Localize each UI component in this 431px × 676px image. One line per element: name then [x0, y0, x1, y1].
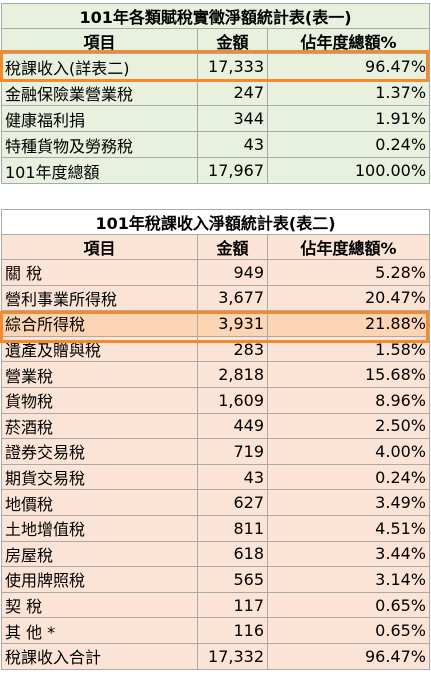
table2-row: 營利事業所得稅 3,677 20.47% [1, 284, 430, 312]
table1-header-item[interactable]: 項目 [1, 28, 198, 54]
table2-cell-amount[interactable]: 117 [197, 591, 268, 619]
table2-title[interactable]: 101年稅課收入淨額統計表(表二) [1, 209, 430, 235]
table2-cell-amount[interactable]: 43 [197, 463, 268, 491]
table2-cell-amount[interactable]: 627 [197, 489, 268, 516]
table2-cell-item[interactable]: 土地增值稅 [1, 514, 198, 542]
table1-cell-item[interactable]: 101年度總額 [1, 157, 198, 184]
table2-row: 契 稅 117 0.65% [1, 591, 430, 619]
table2-cell-amount[interactable]: 811 [197, 514, 268, 542]
table2-cell-item[interactable]: 貨物稅 [1, 386, 198, 414]
table1-title[interactable]: 101年各類賦稅實徵淨額統計表(表一) [0, 3, 431, 29]
table2-cell-amount[interactable]: 949 [197, 259, 268, 286]
table2-cell-amount[interactable]: 1,609 [197, 386, 268, 414]
table2-row: 土地增值稅 811 4.51% [1, 514, 430, 542]
table2-cell-item[interactable]: 菸酒稅 [1, 412, 198, 440]
table1-cell-item[interactable]: 金融保險業營業稅 [1, 79, 198, 106]
table1-cell-amount[interactable]: 247 [197, 79, 268, 106]
table2-cell-percent[interactable]: 3.44% [267, 540, 430, 568]
table1-row: 健康福利捐 344 1.91% [1, 105, 431, 132]
table2-row: 遺產及贈與稅 283 1.58% [1, 335, 430, 363]
table1-row: 101年度總額 17,967 100.00% [1, 157, 431, 184]
table2-cell-item[interactable]: 營利事業所得稅 [1, 284, 198, 312]
table2-cell-item[interactable]: 綜合所得稅 [1, 310, 198, 337]
table1-cell-item[interactable]: 健康福利捐 [1, 105, 198, 132]
table1-row: 稅課收入(詳表二) 17,333 96.47% [1, 53, 431, 80]
table1-cell-percent[interactable]: 1.91% [266, 105, 431, 132]
table2-cell-percent[interactable]: 4.51% [267, 514, 430, 542]
table2-cell-amount[interactable]: 618 [197, 540, 268, 568]
table2-cell-item[interactable]: 稅課收入合計 [1, 642, 198, 670]
table1-cell-percent[interactable]: 96.47% [266, 53, 431, 80]
table1-row: 金融保險業營業稅 247 1.37% [1, 79, 431, 106]
table2-cell-item[interactable]: 證券交易稅 [1, 438, 198, 465]
table2-row-total: 稅課收入合計 17,332 96.47% [1, 642, 430, 670]
table2-row: 使用牌照稅 565 3.14% [1, 566, 430, 593]
table2-cell-amount[interactable]: 3,931 [197, 310, 268, 337]
table2-cell-percent[interactable]: 8.96% [267, 386, 430, 414]
table2-row: 期貨交易稅 43 0.24% [1, 463, 430, 491]
table1-cell-amount[interactable]: 344 [197, 105, 268, 132]
table2-cell-amount[interactable]: 283 [197, 335, 268, 363]
table1-cell-percent[interactable]: 100.00% [266, 157, 431, 184]
table2-row: 菸酒稅 449 2.50% [1, 412, 430, 440]
table2-row: 關 稅 949 5.28% [1, 259, 430, 286]
table1-header-amount[interactable]: 金額 [197, 28, 268, 54]
table2-row: 其 他 * 116 0.65% [1, 617, 430, 644]
table2-row: 地價稅 627 3.49% [1, 489, 430, 516]
table2-cell-amount[interactable]: 449 [197, 412, 268, 440]
table2-cell-item[interactable]: 營業稅 [1, 361, 198, 388]
table2-cell-percent[interactable]: 0.24% [267, 463, 430, 491]
table1-cell-percent[interactable]: 1.37% [266, 79, 431, 106]
table2-cell-amount[interactable]: 719 [197, 438, 268, 465]
table2-cell-percent[interactable]: 2.50% [267, 412, 430, 440]
table2-cell-amount[interactable]: 17,332 [197, 642, 268, 670]
table2-row-highlighted: 綜合所得稅 3,931 21.88% [1, 310, 430, 337]
table2-row: 房屋稅 618 3.44% [1, 540, 430, 568]
table2-cell-amount[interactable]: 116 [197, 617, 268, 644]
tax-revenue-table-1: 101年各類賦稅實徵淨額統計表(表一) 項目 金額 佔年度總額% 稅課收入(詳表… [0, 3, 431, 184]
table2-cell-item[interactable]: 遺產及贈與稅 [1, 335, 198, 363]
table1-row: 特種貨物及勞務稅 43 0.24% [1, 131, 431, 158]
table2-cell-percent[interactable]: 15.68% [267, 361, 430, 388]
table1-header-percent[interactable]: 佔年度總額% [266, 28, 431, 54]
table2-cell-item[interactable]: 期貨交易稅 [1, 463, 198, 491]
table2-cell-percent[interactable]: 3.49% [267, 489, 430, 516]
table2-cell-percent[interactable]: 20.47% [267, 284, 430, 312]
table2-cell-item[interactable]: 關 稅 [1, 259, 198, 286]
table2-row: 證券交易稅 719 4.00% [1, 438, 430, 465]
table2-cell-item[interactable]: 地價稅 [1, 489, 198, 516]
table2-header-item[interactable]: 項目 [1, 234, 198, 260]
table2-cell-percent[interactable]: 3.14% [267, 566, 430, 593]
table2-cell-percent[interactable]: 96.47% [267, 642, 430, 670]
table1-cell-amount[interactable]: 43 [197, 131, 268, 158]
table2-cell-item[interactable]: 其 他 * [1, 617, 198, 644]
table2-header-amount[interactable]: 金額 [197, 234, 268, 260]
table2-cell-percent[interactable]: 4.00% [267, 438, 430, 465]
table2-cell-percent[interactable]: 0.65% [267, 591, 430, 619]
table2-row: 貨物稅 1,609 8.96% [1, 386, 430, 414]
table2-cell-item[interactable]: 契 稅 [1, 591, 198, 619]
table1-cell-item[interactable]: 特種貨物及勞務稅 [1, 131, 198, 158]
table1-cell-percent[interactable]: 0.24% [266, 131, 431, 158]
table1-cell-amount[interactable]: 17,333 [197, 53, 268, 80]
table2-cell-item[interactable]: 房屋稅 [1, 540, 198, 568]
table1-cell-amount[interactable]: 17,967 [197, 157, 268, 184]
table2-cell-percent[interactable]: 21.88% [267, 310, 430, 337]
table2-header-percent[interactable]: 佔年度總額% [267, 234, 430, 260]
table2-cell-amount[interactable]: 565 [197, 566, 268, 593]
table1-cell-item[interactable]: 稅課收入(詳表二) [1, 53, 198, 80]
table2-cell-item[interactable]: 使用牌照稅 [1, 566, 198, 593]
table2-cell-amount[interactable]: 3,677 [197, 284, 268, 312]
tax-revenue-table-2: 101年稅課收入淨額統計表(表二) 項目 金額 佔年度總額% 關 稅 949 5… [1, 209, 430, 670]
table2-cell-amount[interactable]: 2,818 [197, 361, 268, 388]
table2-cell-percent[interactable]: 0.65% [267, 617, 430, 644]
table2-row: 營業稅 2,818 15.68% [1, 361, 430, 388]
table2-cell-percent[interactable]: 5.28% [267, 259, 430, 286]
table2-cell-percent[interactable]: 1.58% [267, 335, 430, 363]
